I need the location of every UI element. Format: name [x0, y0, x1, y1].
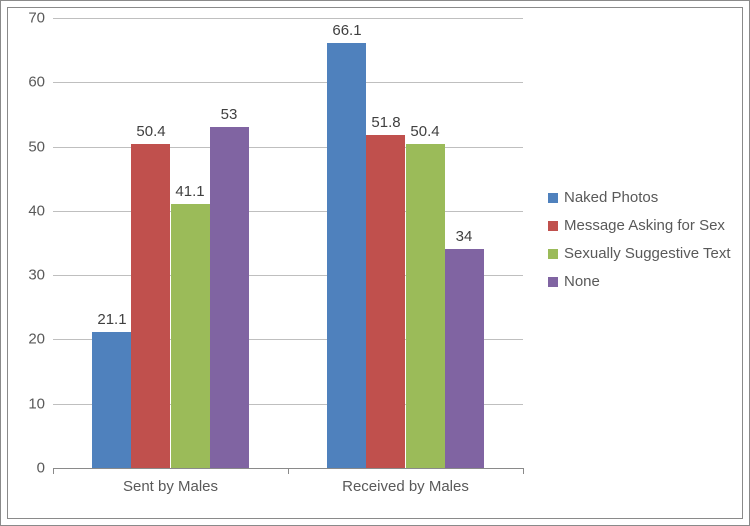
- gridline: [53, 18, 523, 19]
- bar: 41.1: [171, 204, 210, 468]
- bar: 51.8: [366, 135, 405, 468]
- legend-item: None: [548, 273, 731, 290]
- bar: 34: [445, 249, 484, 468]
- chart-inner-frame: 0 10 20 30 40 50 60 70 Sent by Males Received by …: [7, 7, 743, 519]
- x-tick: [53, 468, 54, 474]
- legend-swatch: [548, 193, 558, 203]
- y-tick-label: 0: [37, 460, 45, 477]
- bar-value-label: 21.1: [97, 311, 126, 328]
- legend-swatch: [548, 221, 558, 231]
- x-tick: [523, 468, 524, 474]
- x-category-label: Sent by Males: [123, 478, 218, 495]
- bar: 53: [210, 127, 249, 468]
- bar: 66.1: [327, 43, 366, 468]
- bar-value-label: 66.1: [332, 22, 361, 39]
- legend-item: Message Asking for Sex: [548, 217, 731, 234]
- y-tick-label: 60: [28, 74, 45, 91]
- y-tick-label: 40: [28, 202, 45, 219]
- legend-swatch: [548, 249, 558, 259]
- x-tick: [288, 468, 289, 474]
- bar-value-label: 41.1: [175, 183, 204, 200]
- bar: 50.4: [131, 144, 170, 468]
- legend-item: Sexually Suggestive Text: [548, 245, 731, 262]
- gridline: [53, 211, 523, 212]
- bar-value-label: 53: [221, 106, 238, 123]
- y-tick-label: 70: [28, 10, 45, 27]
- legend-swatch: [548, 277, 558, 287]
- y-tick-label: 30: [28, 267, 45, 284]
- legend-item: Naked Photos: [548, 189, 731, 206]
- y-tick-label: 10: [28, 395, 45, 412]
- gridline: [53, 82, 523, 83]
- bar: 21.1: [92, 332, 131, 468]
- plot-area: 010203040506070Sent by MalesReceived by …: [53, 18, 523, 468]
- bar-value-label: 50.4: [136, 123, 165, 140]
- gridline: [53, 147, 523, 148]
- bar-value-label: 34: [456, 228, 473, 245]
- legend-label: Message Asking for Sex: [564, 217, 725, 234]
- bar: 50.4: [406, 144, 445, 468]
- chart-outer-frame: 0 10 20 30 40 50 60 70 Sent by Males Received by …: [0, 0, 750, 526]
- y-tick-label: 50: [28, 138, 45, 155]
- y-tick-label: 20: [28, 331, 45, 348]
- legend-label: Naked Photos: [564, 189, 658, 206]
- bar-value-label: 50.4: [410, 123, 439, 140]
- legend-label: None: [564, 273, 600, 290]
- legend: Naked Photos Message Asking for Sex Sexual…: [548, 178, 731, 301]
- x-category-label: Received by Males: [342, 478, 469, 495]
- bar-value-label: 51.8: [371, 114, 400, 131]
- legend-label: Sexually Suggestive Text: [564, 245, 731, 262]
